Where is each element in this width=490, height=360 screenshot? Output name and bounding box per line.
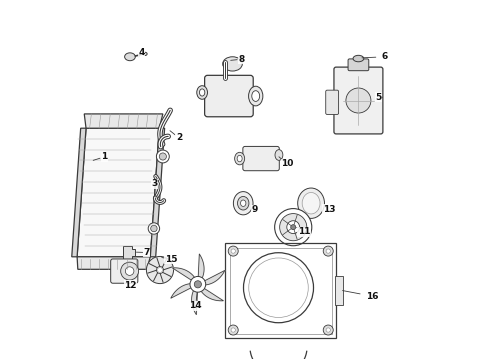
- Circle shape: [121, 262, 139, 280]
- Circle shape: [156, 150, 169, 163]
- Circle shape: [326, 249, 330, 253]
- Text: 14: 14: [190, 301, 202, 310]
- Ellipse shape: [124, 53, 135, 61]
- Polygon shape: [84, 114, 163, 128]
- FancyBboxPatch shape: [243, 147, 279, 171]
- Bar: [230, 248, 332, 334]
- Bar: [225, 243, 336, 338]
- Circle shape: [148, 223, 160, 234]
- Circle shape: [194, 281, 201, 288]
- Text: 15: 15: [165, 255, 177, 264]
- Polygon shape: [123, 246, 135, 258]
- Circle shape: [125, 267, 134, 275]
- Circle shape: [231, 328, 235, 332]
- Ellipse shape: [302, 193, 320, 214]
- Text: 11: 11: [298, 227, 310, 236]
- Text: 13: 13: [323, 205, 335, 214]
- Ellipse shape: [275, 150, 283, 160]
- Circle shape: [190, 276, 206, 292]
- FancyBboxPatch shape: [111, 259, 138, 283]
- Polygon shape: [205, 270, 225, 285]
- Polygon shape: [77, 257, 150, 269]
- Text: 8: 8: [238, 55, 245, 64]
- Ellipse shape: [237, 156, 242, 162]
- Text: 16: 16: [366, 292, 378, 301]
- Circle shape: [159, 153, 167, 160]
- Polygon shape: [192, 291, 197, 315]
- Polygon shape: [150, 128, 165, 257]
- Circle shape: [326, 328, 330, 332]
- Ellipse shape: [248, 86, 263, 106]
- Text: 3: 3: [151, 179, 158, 188]
- Polygon shape: [172, 268, 195, 280]
- Text: 12: 12: [124, 281, 137, 290]
- Ellipse shape: [222, 57, 243, 71]
- Circle shape: [346, 88, 371, 113]
- Circle shape: [287, 221, 300, 234]
- FancyBboxPatch shape: [205, 75, 253, 117]
- Ellipse shape: [233, 192, 253, 215]
- Circle shape: [151, 225, 157, 232]
- Circle shape: [231, 249, 235, 253]
- Ellipse shape: [252, 91, 260, 102]
- Text: 5: 5: [375, 93, 381, 102]
- Bar: [335, 276, 343, 305]
- Text: 6: 6: [382, 52, 388, 61]
- Ellipse shape: [143, 52, 147, 55]
- Text: 2: 2: [176, 133, 182, 142]
- Circle shape: [275, 208, 312, 246]
- Circle shape: [323, 246, 333, 256]
- Polygon shape: [72, 128, 86, 257]
- Circle shape: [280, 213, 307, 241]
- Circle shape: [323, 325, 333, 335]
- Text: 10: 10: [281, 159, 294, 168]
- Text: 7: 7: [144, 248, 150, 257]
- FancyBboxPatch shape: [334, 67, 383, 134]
- FancyBboxPatch shape: [348, 59, 369, 71]
- Ellipse shape: [353, 55, 364, 62]
- Ellipse shape: [298, 188, 324, 219]
- Polygon shape: [171, 284, 191, 298]
- Text: 1: 1: [101, 152, 108, 161]
- Polygon shape: [201, 289, 223, 301]
- Circle shape: [147, 256, 173, 284]
- Circle shape: [291, 225, 296, 230]
- FancyBboxPatch shape: [326, 90, 339, 114]
- Ellipse shape: [197, 86, 207, 99]
- Ellipse shape: [199, 89, 205, 96]
- Ellipse shape: [235, 152, 245, 165]
- Text: 9: 9: [252, 205, 258, 214]
- Ellipse shape: [238, 197, 249, 210]
- Text: 4: 4: [138, 48, 145, 57]
- Circle shape: [156, 266, 164, 274]
- Polygon shape: [77, 128, 159, 257]
- Circle shape: [228, 325, 238, 335]
- Ellipse shape: [241, 200, 246, 206]
- Circle shape: [228, 246, 238, 256]
- Polygon shape: [198, 254, 204, 278]
